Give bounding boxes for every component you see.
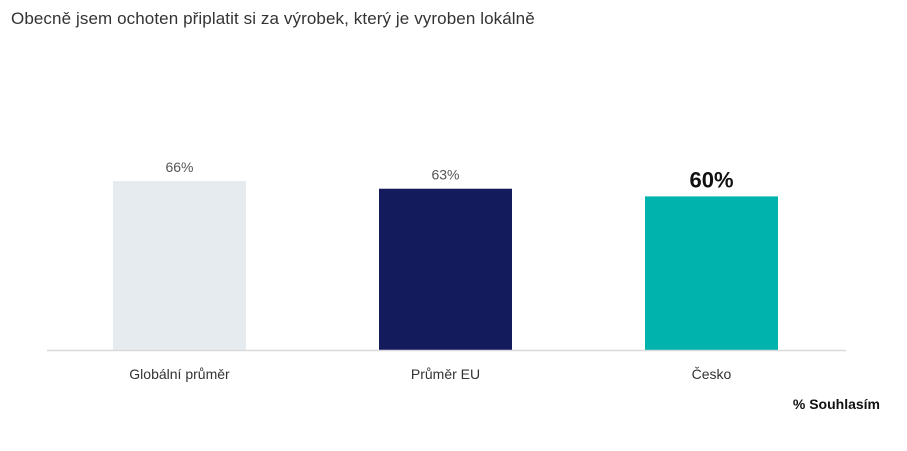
value-label-prumer-eu: 63%: [431, 167, 459, 183]
chart-title: Obecně jsem ochoten připlatit si za výro…: [11, 9, 535, 28]
bar-cesko: [645, 196, 778, 350]
bar-globalni-prumer: [113, 181, 246, 350]
category-label-prumer-eu: Průměr EU: [411, 366, 480, 382]
series-label: % Souhlasím: [792, 396, 880, 412]
value-label-globalni-prumer: 66%: [165, 159, 193, 175]
category-label-globalni-prumer: Globální průměr: [129, 366, 230, 382]
category-label-cesko: Česko: [692, 366, 732, 382]
bar-prumer-eu: [379, 188, 512, 350]
value-label-cesko: 60%: [689, 167, 733, 192]
